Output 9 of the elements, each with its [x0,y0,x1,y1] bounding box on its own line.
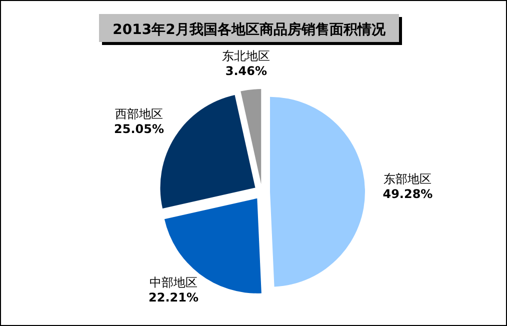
slice-label: 中部地区 [150,276,198,290]
data-label: 49.28% [382,187,433,202]
data-label: 22.21% [148,290,198,305]
slice-label: 西部地区 [115,106,164,121]
chart-title: 2013年2月我国各地区商品房销售面积情况 [112,21,386,38]
slice-label: 东部地区 [384,172,432,186]
slice-label: 东北地区 [222,49,270,63]
data-label: 3.46% [225,64,268,78]
data-label: 25.05% [114,122,164,136]
